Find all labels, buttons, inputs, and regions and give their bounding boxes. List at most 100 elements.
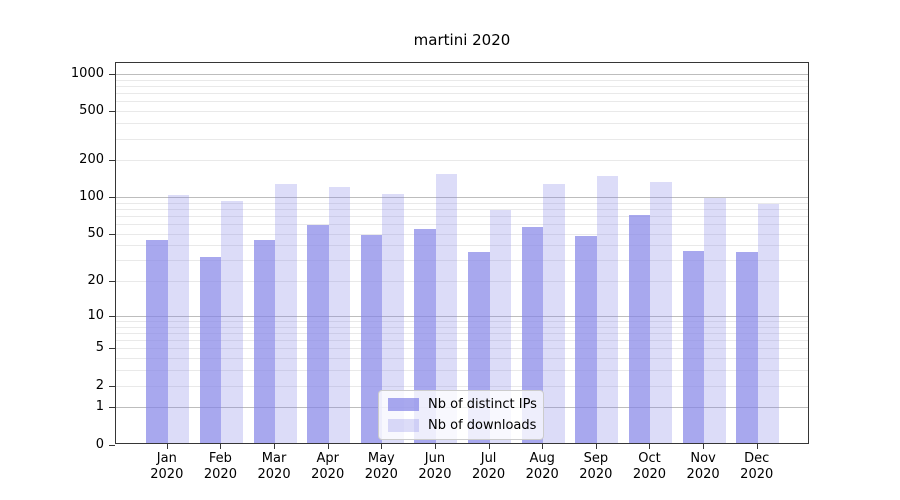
x-tick-year: 2020 — [364, 467, 398, 482]
legend: Nb of distinct IPs Nb of downloads — [378, 390, 544, 440]
bar-jun-distinct-ips — [414, 228, 436, 443]
x-tick-label-sep: Sep 2020 — [568, 451, 624, 483]
x-tick-label-jul: Jul 2020 — [461, 451, 517, 483]
x-tick-year: 2020 — [311, 467, 345, 482]
x-tick-mark — [434, 444, 436, 449]
minor-gridline — [116, 202, 808, 204]
x-tick-label-feb: Feb 2020 — [192, 451, 248, 483]
bar-aug-distinct-ips — [521, 226, 544, 443]
y-tick-mark — [109, 444, 115, 446]
x-tick-mark — [649, 444, 651, 449]
bar-jul-downloads — [489, 209, 512, 443]
x-tick-label-nov: Nov 2020 — [675, 451, 731, 483]
x-tick-mark — [381, 444, 383, 449]
major-gridline — [116, 315, 808, 317]
x-tick-year: 2020 — [686, 467, 720, 482]
bar-jun-downloads — [435, 173, 458, 443]
bar-sep-distinct-ips — [575, 235, 597, 443]
y-tick-label: 0 — [95, 436, 104, 452]
x-tick-label-aug: Aug 2020 — [514, 451, 570, 483]
minor-gridline — [116, 260, 808, 262]
bar-nov-downloads — [704, 197, 726, 443]
minor-gridline — [116, 123, 808, 125]
x-tick-label-jun: Jun 2020 — [407, 451, 463, 483]
bar-nov-distinct-ips — [682, 250, 705, 443]
minor-gridline — [116, 385, 808, 387]
bar-jan-distinct-ips — [146, 240, 168, 443]
y-tick-mark — [109, 111, 115, 113]
x-tick-year: 2020 — [579, 467, 613, 482]
minor-gridline — [116, 208, 808, 210]
y-tick-mark — [109, 160, 115, 162]
bar-dec-downloads — [757, 203, 780, 443]
x-tick-label-dec: Dec 2020 — [729, 451, 785, 483]
major-gridline — [116, 74, 808, 76]
bar-feb-downloads — [221, 201, 243, 443]
x-tick-mark — [488, 444, 490, 449]
plot-area — [115, 62, 809, 444]
y-tick-mark — [109, 233, 115, 235]
y-tick-label: 10 — [87, 307, 104, 323]
major-gridline — [116, 197, 808, 199]
x-tick-year: 2020 — [257, 467, 291, 482]
x-tick-mark — [166, 444, 168, 449]
legend-entry-downloads: Nb of downloads — [388, 417, 537, 434]
bar-apr-distinct-ips — [307, 224, 329, 443]
y-tick-label: 1000 — [70, 66, 104, 82]
bar-mar-distinct-ips — [253, 240, 276, 443]
bar-jan-downloads — [167, 194, 190, 443]
bar-dec-distinct-ips — [736, 252, 758, 443]
minor-gridline — [116, 340, 808, 342]
minor-gridline — [116, 79, 808, 81]
legend-label-downloads: Nb of downloads — [428, 418, 537, 433]
y-tick-label: 1 — [95, 399, 104, 415]
x-tick-year: 2020 — [418, 467, 452, 482]
x-tick-year: 2020 — [150, 467, 184, 482]
minor-gridline — [116, 326, 808, 328]
bar-may-distinct-ips — [360, 234, 383, 443]
minor-gridline — [116, 101, 808, 103]
minor-gridline — [116, 138, 808, 140]
y-tick-mark — [109, 407, 115, 409]
x-tick-year: 2020 — [740, 467, 774, 482]
x-tick-label-may: May 2020 — [353, 451, 409, 483]
x-tick-mark — [542, 444, 544, 449]
minor-gridline — [116, 321, 808, 323]
minor-gridline — [116, 370, 808, 372]
y-tick-label: 50 — [87, 225, 104, 241]
bar-aug-downloads — [543, 183, 565, 443]
x-tick-mark — [220, 444, 222, 449]
bar-oct-distinct-ips — [628, 215, 651, 443]
y-tick-label: 500 — [79, 103, 104, 119]
y-tick-label: 200 — [79, 152, 104, 168]
minor-gridline — [116, 224, 808, 226]
bar-feb-distinct-ips — [199, 257, 222, 443]
chart-title: martini 2020 — [413, 31, 511, 49]
x-tick-mark — [327, 444, 329, 449]
x-tick-year: 2020 — [632, 467, 667, 482]
x-tick-label-jan: Jan 2020 — [139, 451, 195, 483]
minor-gridline — [116, 86, 808, 88]
x-tick-label-apr: Apr 2020 — [300, 451, 356, 483]
y-tick-mark — [109, 74, 115, 76]
legend-entry-distinct-ips: Nb of distinct IPs — [388, 396, 537, 413]
minor-gridline — [116, 93, 808, 95]
x-tick-label-mar: Mar 2020 — [246, 451, 302, 483]
minor-gridline — [116, 333, 808, 334]
y-tick-label: 100 — [79, 189, 104, 205]
minor-gridline — [116, 111, 808, 113]
minor-gridline — [116, 245, 808, 247]
x-tick-label-oct: Oct 2020 — [621, 451, 677, 483]
y-tick-mark — [109, 385, 115, 387]
minor-gridline — [116, 233, 808, 235]
bar-oct-downloads — [650, 182, 672, 443]
y-tick-mark — [109, 281, 115, 283]
legend-label-distinct-ips: Nb of distinct IPs — [428, 397, 537, 412]
x-tick-year: 2020 — [472, 467, 506, 482]
bar-apr-downloads — [328, 187, 351, 443]
minor-gridline — [116, 160, 808, 162]
bar-sep-downloads — [596, 176, 619, 443]
minor-gridline — [116, 358, 808, 360]
legend-swatch-distinct-ips — [388, 398, 419, 411]
